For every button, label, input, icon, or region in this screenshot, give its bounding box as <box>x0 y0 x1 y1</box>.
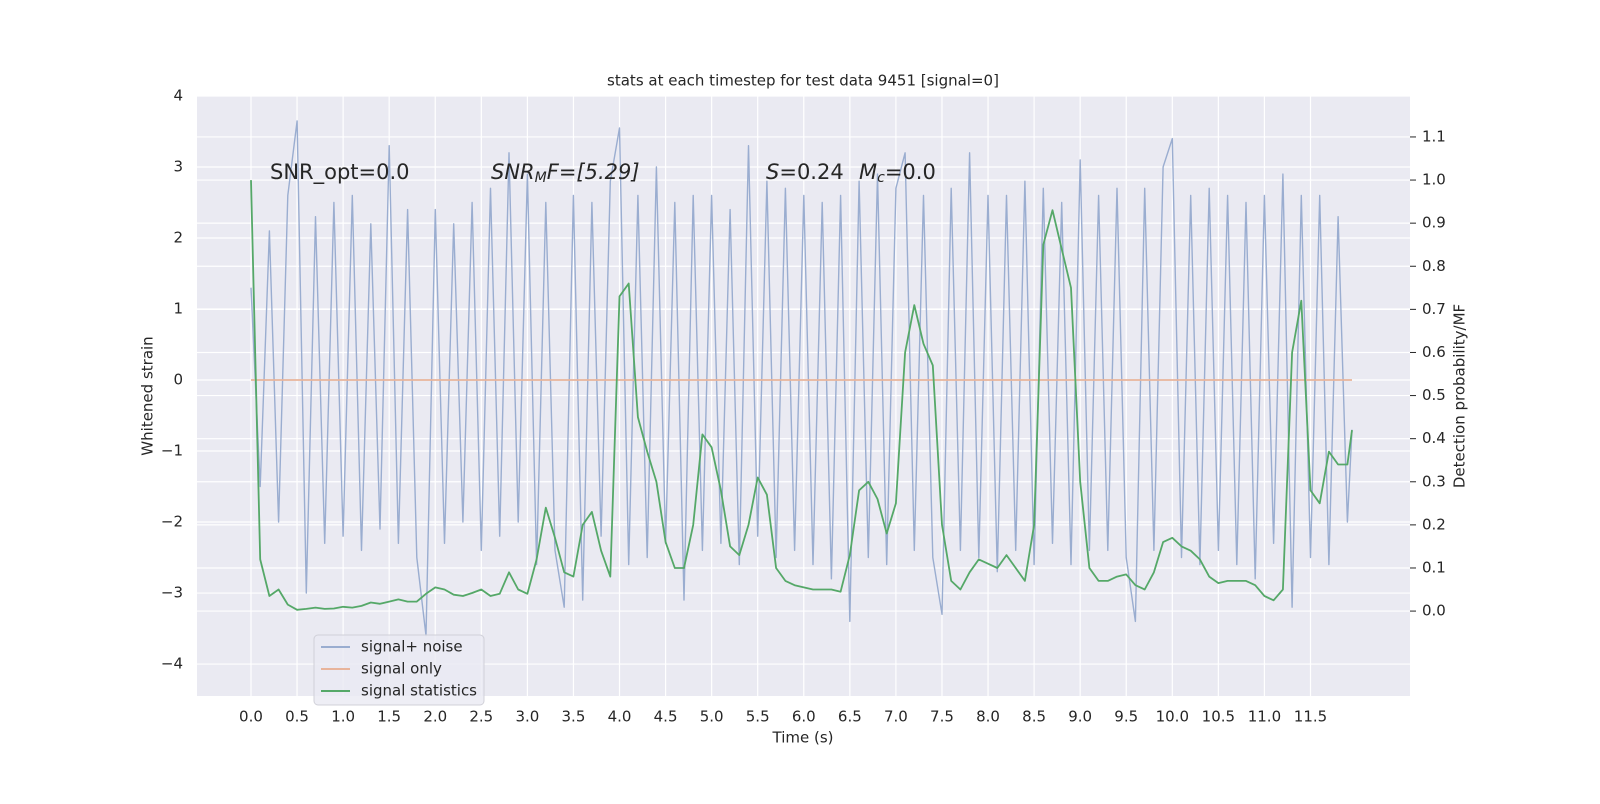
y-tick-label: 2 <box>173 229 183 247</box>
y2-tick-label: 1.1 <box>1422 127 1446 145</box>
series-line <box>250 120 1353 637</box>
x-tick-label: 0.0 <box>239 708 263 726</box>
y-tick-label: 4 <box>173 87 183 105</box>
marks <box>250 120 1353 637</box>
y-tick-label: −3 <box>161 584 183 602</box>
x-tick-label: 9.0 <box>1068 708 1092 726</box>
x-tick-label: 9.5 <box>1114 708 1138 726</box>
x-tick-label: 1.5 <box>377 708 401 726</box>
annotation-text: c <box>877 170 885 186</box>
chart-title: stats at each timestep for test data 945… <box>607 72 999 90</box>
legend-label: signal only <box>361 660 442 678</box>
x-tick-label: 4.0 <box>608 708 632 726</box>
annotation-text: F=[5.29] <box>547 160 640 184</box>
x-tick-label: 6.0 <box>792 708 816 726</box>
y2-tick-label: 0.8 <box>1422 257 1446 275</box>
y2-tick-label: 0.2 <box>1422 515 1446 533</box>
y2-tick-label: 0.0 <box>1422 602 1446 620</box>
x-tick-label: 8.5 <box>1022 708 1046 726</box>
x-tick-label: 7.5 <box>930 708 954 726</box>
y2-tick-label: 0.6 <box>1422 343 1446 361</box>
legend: signal+ noise signal only signal statistic… <box>313 634 485 706</box>
x-tick-label: 10.0 <box>1156 708 1189 726</box>
annotation-text: =0.0 <box>885 160 936 184</box>
y-tick-label: −2 <box>161 513 183 531</box>
x-tick-label: 10.5 <box>1202 708 1235 726</box>
legend-label: signal+ noise <box>361 638 463 656</box>
annotation-text: SNR <box>491 160 535 184</box>
y2-axis-label: Detection probability/MF <box>1451 304 1469 488</box>
y-tick-label: −4 <box>161 655 183 673</box>
x-tick-label: 1.0 <box>331 708 355 726</box>
x-tick-label: 8.0 <box>976 708 1000 726</box>
x-tick-label: 6.5 <box>838 708 862 726</box>
x-tick-label: 3.0 <box>515 708 539 726</box>
y-tick-label: 3 <box>173 158 183 176</box>
y2-tick-label: 0.4 <box>1422 429 1446 447</box>
annotation-text: M <box>859 160 877 184</box>
x-tick-label: 4.5 <box>654 708 678 726</box>
annotation-text: S <box>766 160 779 184</box>
y-tick-label: 1 <box>173 300 183 318</box>
x-tick-label: 7.0 <box>884 708 908 726</box>
annotation: S=0.24 Mc=0.0 <box>766 160 936 186</box>
y-tick-label: 0 <box>173 371 183 389</box>
y2-tick-label: 0.7 <box>1422 300 1446 318</box>
x-tick-label: 3.5 <box>562 708 586 726</box>
y-tick-label: −1 <box>161 442 183 460</box>
y2-tick-label: 0.1 <box>1422 558 1446 576</box>
legend-label: signal statistics <box>361 682 477 700</box>
x-axis-label: Time (s) <box>772 729 834 747</box>
series-line <box>250 180 1353 611</box>
annotation: SNRMF=[5.29] <box>491 160 640 186</box>
y2-tick-label: 0.3 <box>1422 472 1446 490</box>
annotation-text: SNR_opt=0.0 <box>270 160 410 185</box>
x-tick-label: 11.5 <box>1294 708 1327 726</box>
annotation-text: =0.24 <box>779 160 843 184</box>
annotation: SNR_opt=0.0 <box>270 160 410 185</box>
y2-tick-label: 0.5 <box>1422 386 1446 404</box>
x-tick-label: 0.5 <box>285 708 309 726</box>
annotation-text: M <box>535 170 547 186</box>
x-tick-label: 11.0 <box>1248 708 1281 726</box>
x-tick-label: 5.0 <box>700 708 724 726</box>
y-axis-label: Whitened strain <box>139 336 157 455</box>
legend-box <box>313 634 485 706</box>
y2-tick-label: 0.9 <box>1422 214 1446 232</box>
x-tick-label: 5.5 <box>746 708 770 726</box>
x-tick-label: 2.5 <box>469 708 493 726</box>
x-tick-label: 2.0 <box>423 708 447 726</box>
y2-tick-label: 1.0 <box>1422 171 1446 189</box>
